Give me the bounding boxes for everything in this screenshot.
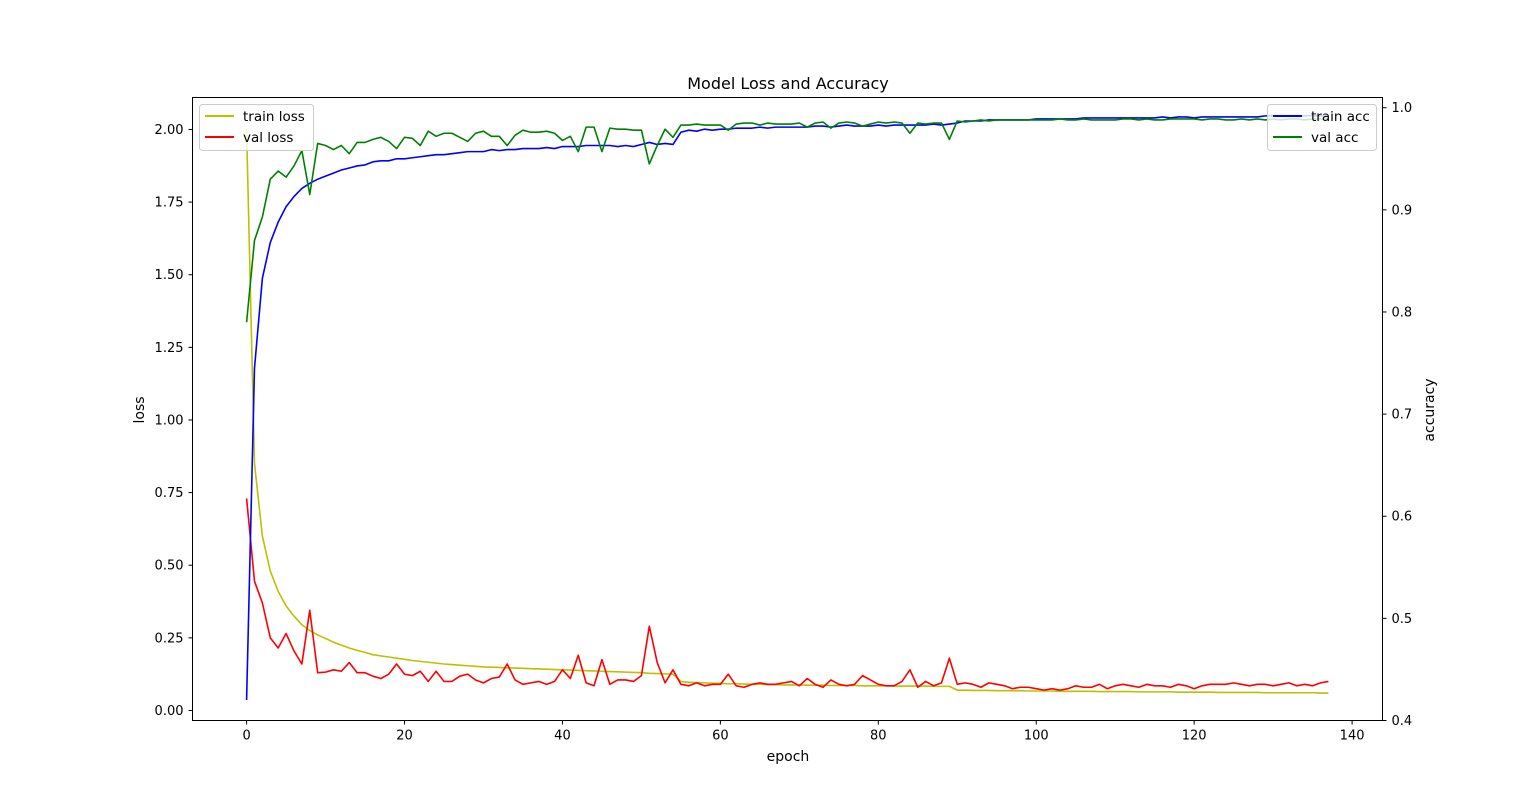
right-y-tick-label: 1.0 bbox=[1392, 101, 1413, 116]
right-y-axis-ticks: 0.4 0.5 0.6 0.7 0.8 0.9 1.0 bbox=[1382, 101, 1413, 729]
legend-val-loss-label: val loss bbox=[243, 130, 293, 146]
series-line-train-loss bbox=[245, 129, 1329, 694]
left-y-tick-label: 0.00 bbox=[155, 704, 184, 719]
left-y-tick-label: 0.50 bbox=[155, 559, 184, 574]
series-line-val-loss bbox=[245, 498, 1329, 691]
left-y-axis-ticks: 0.00 0.25 0.50 0.75 1.00 1.25 1.50 1.75 2.00 bbox=[155, 123, 193, 719]
left-y-tick-label: 2.00 bbox=[155, 123, 184, 138]
legend-right: train acc val acc bbox=[1267, 104, 1377, 151]
series-layer bbox=[245, 115, 1329, 701]
x-tick-label: 60 bbox=[712, 729, 729, 744]
legend-val-acc-label: val acc bbox=[1311, 130, 1358, 146]
legend-train-loss-label: train loss bbox=[243, 109, 305, 125]
x-tick-label: 20 bbox=[396, 729, 413, 744]
left-y-tick-label: 0.75 bbox=[155, 486, 184, 501]
x-tick-label: 80 bbox=[870, 729, 887, 744]
right-y-tick-label: 0.4 bbox=[1392, 714, 1413, 729]
right-y-tick-label: 0.5 bbox=[1392, 612, 1413, 627]
x-tick-label: 40 bbox=[554, 729, 571, 744]
left-y-axis-label: loss bbox=[132, 396, 148, 423]
series-line-train-acc bbox=[245, 115, 1329, 701]
x-tick-label: 140 bbox=[1340, 729, 1365, 744]
right-y-axis-label: accuracy bbox=[1422, 378, 1438, 441]
x-tick-label: 120 bbox=[1182, 729, 1207, 744]
left-y-tick-label: 1.00 bbox=[155, 413, 184, 428]
x-axis-ticks: 0 20 40 60 80 100 120 140 bbox=[242, 720, 1365, 744]
series-line-val-acc bbox=[245, 118, 1329, 323]
left-y-tick-label: 1.50 bbox=[155, 268, 184, 283]
plot-area-frame bbox=[192, 97, 1383, 721]
left-y-tick-label: 1.25 bbox=[155, 341, 184, 356]
right-y-tick-label: 0.8 bbox=[1392, 305, 1413, 320]
left-y-tick-label: 1.75 bbox=[155, 196, 184, 211]
chart-title: Model Loss and Accuracy bbox=[687, 74, 889, 93]
left-y-tick-label: 0.25 bbox=[155, 631, 184, 646]
x-tick-label: 0 bbox=[242, 729, 250, 744]
legend-train-acc-label: train acc bbox=[1311, 109, 1370, 125]
legend-left: train loss val loss bbox=[199, 104, 314, 151]
right-y-tick-label: 0.6 bbox=[1392, 510, 1413, 525]
right-y-tick-label: 0.7 bbox=[1392, 408, 1413, 423]
x-tick-label: 100 bbox=[1024, 729, 1049, 744]
x-axis-label: epoch bbox=[767, 749, 810, 765]
right-y-tick-label: 0.9 bbox=[1392, 203, 1413, 218]
